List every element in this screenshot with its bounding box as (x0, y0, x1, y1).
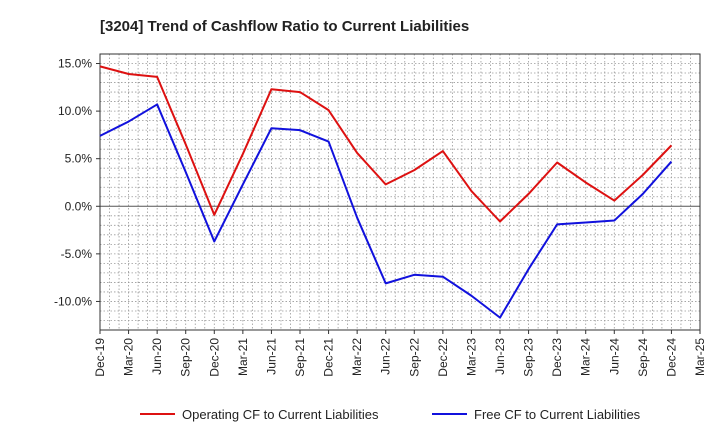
x-tick-label: Sep-24 (636, 338, 650, 377)
legend-label-operating-cf: Operating CF to Current Liabilities (182, 407, 379, 422)
y-tick-label: -5.0% (61, 247, 93, 261)
plot-frame (99, 53, 701, 331)
x-tick-label: Sep-21 (293, 338, 307, 377)
x-tick-label: Sep-22 (407, 338, 421, 377)
x-tick-label: Mar-24 (579, 338, 593, 376)
x-tick-label: Dec-19 (93, 338, 107, 377)
x-tick-label: Dec-20 (207, 338, 221, 377)
y-tick-label: 5.0% (65, 152, 93, 166)
x-tick-label: Jun-22 (379, 338, 393, 375)
x-tick-label: Sep-20 (179, 338, 193, 377)
series-line-operating-cf (99, 65, 673, 223)
x-tick-label: Mar-20 (122, 338, 136, 376)
x-tick-label: Mar-25 (693, 338, 707, 376)
y-tick-label: 10.0% (58, 104, 92, 118)
x-tick-label: Dec-23 (550, 338, 564, 377)
legend-label-free-cf: Free CF to Current Liabilities (474, 407, 641, 422)
x-tick-label: Jun-21 (264, 338, 278, 375)
y-tick-label: 15.0% (58, 57, 92, 71)
x-tick-label: Mar-22 (350, 338, 364, 376)
x-tick-label: Dec-22 (436, 338, 450, 377)
plot-area: 15.0% 10.0% 5.0% 0.0% -5.0% -10.0% Dec-19 Mar-2… (54, 53, 707, 377)
x-tick-label: Jun-23 (493, 338, 507, 375)
x-tick-label: Jun-20 (150, 338, 164, 375)
x-tick-label: Sep-23 (522, 338, 536, 377)
x-tick-label: Dec-24 (664, 338, 678, 377)
x-tick-label: Dec-21 (322, 338, 336, 377)
legend: Operating CF to Current Liabilities Free… (140, 407, 641, 422)
y-tick-label: 0.0% (65, 199, 93, 213)
x-tick-label: Mar-21 (236, 338, 250, 376)
x-tick-label: Jun-24 (607, 338, 621, 375)
y-tick-label: -10.0% (54, 294, 92, 308)
series-line-free-cf (99, 103, 673, 319)
chart-title: [3204] Trend of Cashflow Ratio to Curren… (100, 18, 469, 35)
x-tick-label: Mar-23 (464, 338, 478, 376)
